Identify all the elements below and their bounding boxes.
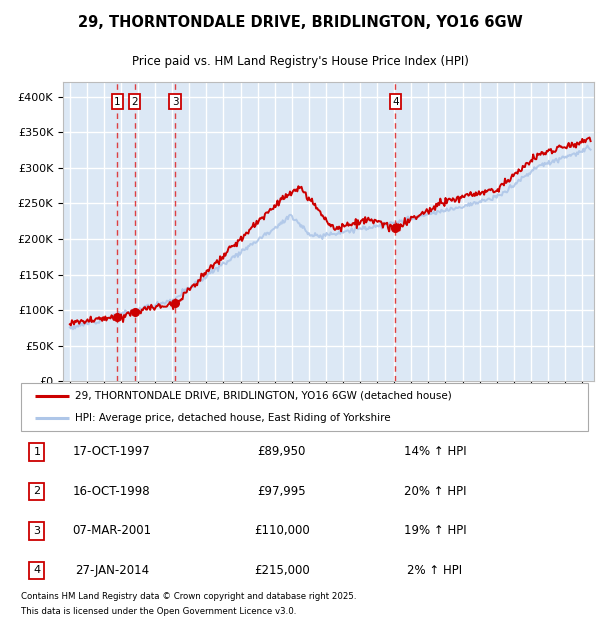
Text: 1: 1 — [114, 97, 121, 107]
Text: This data is licensed under the Open Government Licence v3.0.: This data is licensed under the Open Gov… — [21, 606, 296, 616]
Text: HPI: Average price, detached house, East Riding of Yorkshire: HPI: Average price, detached house, East… — [75, 413, 391, 423]
Text: Price paid vs. HM Land Registry's House Price Index (HPI): Price paid vs. HM Land Registry's House … — [131, 55, 469, 68]
Text: 19% ↑ HPI: 19% ↑ HPI — [404, 525, 466, 538]
Text: 17-OCT-1997: 17-OCT-1997 — [73, 445, 151, 458]
Text: £110,000: £110,000 — [254, 525, 310, 538]
Text: 20% ↑ HPI: 20% ↑ HPI — [404, 485, 466, 498]
Text: 3: 3 — [172, 97, 179, 107]
Text: 3: 3 — [34, 526, 40, 536]
Text: 4: 4 — [34, 565, 40, 575]
FancyBboxPatch shape — [21, 383, 588, 431]
Text: 27-JAN-2014: 27-JAN-2014 — [74, 564, 149, 577]
Text: 29, THORNTONDALE DRIVE, BRIDLINGTON, YO16 6GW (detached house): 29, THORNTONDALE DRIVE, BRIDLINGTON, YO1… — [75, 391, 452, 401]
Text: 29, THORNTONDALE DRIVE, BRIDLINGTON, YO16 6GW: 29, THORNTONDALE DRIVE, BRIDLINGTON, YO1… — [77, 14, 523, 30]
Text: 2: 2 — [34, 487, 40, 497]
Text: £215,000: £215,000 — [254, 564, 310, 577]
Text: £97,995: £97,995 — [257, 485, 306, 498]
Text: 2: 2 — [131, 97, 138, 107]
Text: 2% ↑ HPI: 2% ↑ HPI — [407, 564, 463, 577]
Text: Contains HM Land Registry data © Crown copyright and database right 2025.: Contains HM Land Registry data © Crown c… — [21, 591, 356, 601]
Text: 14% ↑ HPI: 14% ↑ HPI — [404, 445, 466, 458]
Text: 4: 4 — [392, 97, 399, 107]
Text: 07-MAR-2001: 07-MAR-2001 — [72, 525, 151, 538]
Text: £89,950: £89,950 — [257, 445, 306, 458]
Text: 16-OCT-1998: 16-OCT-1998 — [73, 485, 151, 498]
Text: 1: 1 — [34, 447, 40, 457]
